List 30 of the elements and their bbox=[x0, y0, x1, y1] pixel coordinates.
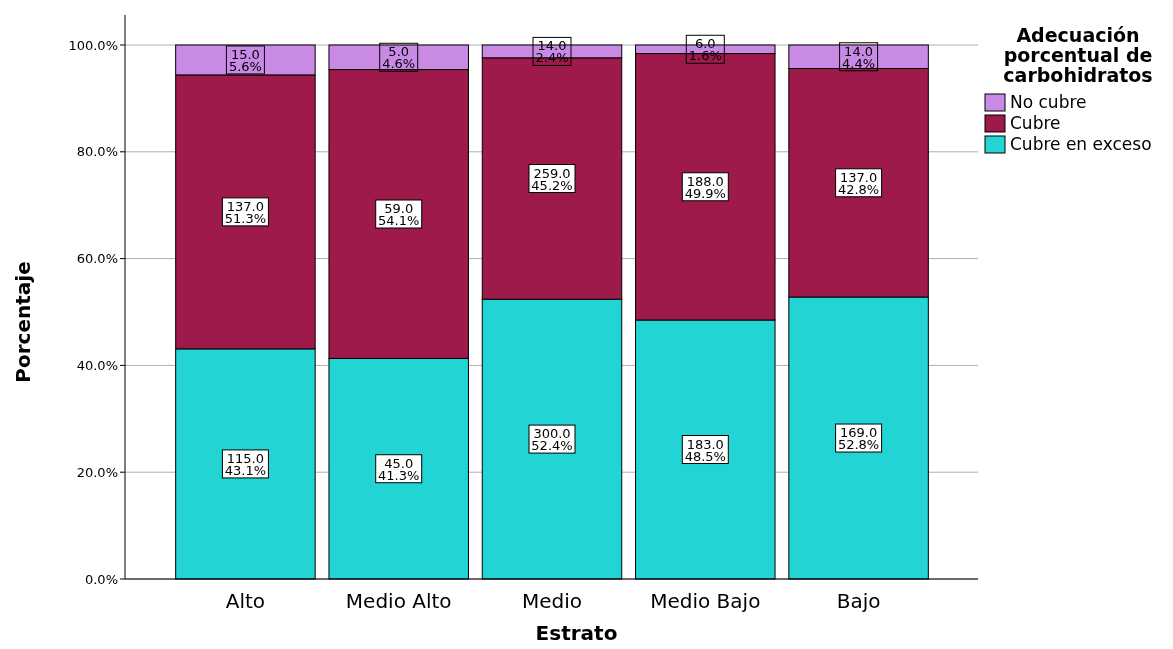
data-label: 188.0 49.9% bbox=[684, 173, 726, 201]
x-tick-label: Alto bbox=[225, 589, 266, 613]
y-axis-title: Porcentaje bbox=[11, 261, 35, 383]
data-label: 183.0 48.5% bbox=[684, 436, 726, 464]
y-tick-label: 40.0% bbox=[76, 357, 118, 373]
legend-label: Cubre en exceso bbox=[1010, 134, 1152, 154]
x-tick-label: Medio Bajo bbox=[650, 589, 761, 613]
x-tick-label: Medio bbox=[521, 589, 583, 613]
data-label: 59.0 54.1% bbox=[378, 201, 420, 229]
x-axis-title: Estrato bbox=[535, 621, 618, 645]
data-label: 169.0 52.8% bbox=[837, 425, 880, 453]
legend-label: Cubre bbox=[1010, 113, 1061, 133]
x-tick-label: Medio Alto bbox=[345, 589, 452, 613]
data-label: 137.0 42.8% bbox=[837, 169, 880, 197]
data-label: 115.0 43.1% bbox=[224, 450, 267, 478]
legend-title: Adecuación porcentual de carbohidratos bbox=[1003, 24, 1153, 86]
data-label: 137.0 51.3% bbox=[224, 198, 267, 226]
y-tick-label: 80.0% bbox=[76, 144, 118, 160]
data-label: 5.0 4.6% bbox=[382, 44, 416, 72]
x-tick-label: Bajo bbox=[836, 589, 881, 613]
data-label: 15.0 5.6% bbox=[228, 46, 262, 74]
legend-label: No cubre bbox=[1010, 92, 1087, 112]
data-label: 14.0 4.4% bbox=[842, 43, 876, 71]
y-tick-label: 0.0% bbox=[84, 571, 118, 587]
data-label: 45.0 41.3% bbox=[378, 455, 420, 483]
data-label: 259.0 45.2% bbox=[531, 165, 573, 193]
y-tick-label: 100.0% bbox=[68, 37, 118, 53]
data-label: 300.0 52.4% bbox=[531, 426, 573, 454]
y-tick-label: 20.0% bbox=[76, 464, 118, 480]
y-tick-label: 60.0% bbox=[76, 251, 118, 267]
